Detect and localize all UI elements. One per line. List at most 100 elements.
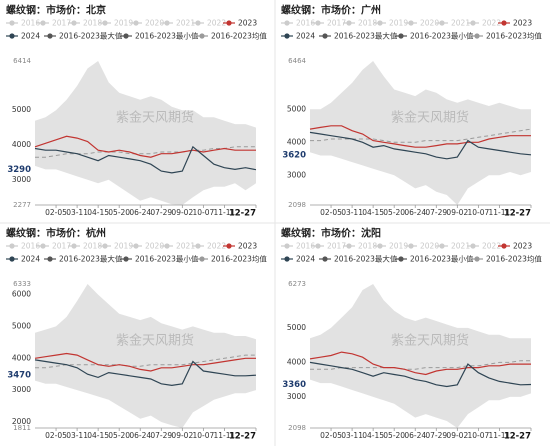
average-line bbox=[310, 360, 531, 370]
legend-marker bbox=[377, 20, 383, 26]
legend-marker bbox=[226, 20, 232, 26]
x-tick-label: 03-11 bbox=[66, 431, 88, 440]
x-tick-label: 12-27 bbox=[229, 432, 256, 442]
x-tick-label: 10-07 bbox=[467, 431, 489, 440]
x-tick-label: 04-15 bbox=[87, 208, 109, 217]
y-tick-label: 3000 bbox=[287, 392, 306, 401]
legend-label: 2017 bbox=[52, 19, 71, 28]
band-min bbox=[310, 379, 531, 428]
legend-marker bbox=[164, 243, 170, 249]
series-line bbox=[309, 351, 531, 376]
legend-label: 2016 bbox=[21, 19, 40, 28]
legend-marker bbox=[322, 256, 328, 262]
series-line bbox=[309, 125, 531, 148]
legend-label: 2016 bbox=[21, 242, 40, 251]
legend-marker bbox=[474, 33, 480, 39]
legend-label: 2018 bbox=[83, 242, 102, 251]
x-tick-label: 02-05 bbox=[320, 208, 342, 217]
legend-marker bbox=[9, 243, 15, 249]
legend-marker bbox=[199, 256, 205, 262]
legend-label: 2021 bbox=[451, 242, 470, 251]
legend-label: 2017 bbox=[52, 242, 71, 251]
band-max bbox=[35, 61, 256, 205]
legend-marker bbox=[398, 33, 404, 39]
legend-label: 2019 bbox=[389, 19, 408, 28]
legend-label: 2021 bbox=[451, 19, 470, 28]
y-tick-label: 2098 bbox=[288, 201, 306, 209]
legend-label: 2021 bbox=[176, 242, 195, 251]
legend-marker bbox=[284, 20, 290, 26]
x-tick-label: 02-05 bbox=[320, 431, 342, 440]
legend-marker bbox=[470, 20, 476, 26]
watermark: 紫金天风期货 bbox=[391, 110, 469, 126]
legend-marker bbox=[346, 20, 352, 26]
chart-panel: 螺纹钢：市场价：杭州 2016 2017 2018 2019 2020 2021 2022 20… bbox=[6, 227, 267, 442]
x-tick-label: 07-29 bbox=[425, 208, 447, 217]
legend-label: 2022 bbox=[482, 19, 501, 28]
legend-label: 2023 bbox=[513, 242, 532, 251]
y-tick-label: 4000 bbox=[287, 137, 306, 146]
legend-marker bbox=[71, 243, 77, 249]
watermark: 紫金天风期货 bbox=[116, 333, 194, 349]
average-line bbox=[35, 146, 256, 158]
legend-marker bbox=[47, 256, 53, 262]
x-tick-label: 07-29 bbox=[150, 208, 172, 217]
y-tick-label: 6414 bbox=[13, 57, 31, 65]
band-min bbox=[310, 152, 531, 205]
x-tick-label: 07-29 bbox=[425, 431, 447, 440]
legend-marker bbox=[71, 20, 77, 26]
legend-marker bbox=[40, 20, 46, 26]
legend-marker bbox=[470, 243, 476, 249]
legend-marker bbox=[439, 20, 445, 26]
x-tick-label: 10-07 bbox=[192, 431, 214, 440]
legend-marker bbox=[9, 20, 15, 26]
y-tick-label: 4000 bbox=[12, 353, 31, 362]
y-tick-label: 3000 bbox=[287, 170, 306, 179]
x-tick-label: 09-02 bbox=[446, 431, 468, 440]
y-tick-label: 6273 bbox=[288, 280, 306, 288]
legend-label: 2020 bbox=[145, 19, 164, 28]
legend-marker bbox=[102, 243, 108, 249]
legend-marker bbox=[398, 256, 404, 262]
legend-label: 2022 bbox=[207, 19, 226, 28]
legend-marker bbox=[40, 243, 46, 249]
legend-marker bbox=[501, 243, 507, 249]
legend-marker bbox=[226, 243, 232, 249]
y-tick-label: 3000 bbox=[12, 385, 31, 394]
legend-marker bbox=[199, 33, 205, 39]
legend-marker bbox=[195, 20, 201, 26]
legend-marker bbox=[9, 256, 15, 262]
legend-marker bbox=[133, 243, 139, 249]
legend-marker bbox=[284, 256, 290, 262]
legend-marker bbox=[439, 243, 445, 249]
legend-label: 2023 bbox=[513, 19, 532, 28]
y-tick-label: 5000 bbox=[287, 323, 306, 332]
legend-label: 2019 bbox=[389, 242, 408, 251]
y-tick-label: 5000 bbox=[12, 321, 31, 330]
legend-marker bbox=[315, 20, 321, 26]
x-tick-label: 05-20 bbox=[108, 208, 130, 217]
legend-marker bbox=[377, 243, 383, 249]
y-tick-label: 2098 bbox=[288, 424, 306, 432]
x-tick-label: 04-15 bbox=[87, 431, 109, 440]
series-line bbox=[309, 361, 532, 388]
x-tick-label: 03-11 bbox=[341, 431, 363, 440]
legend-label: 2018 bbox=[83, 19, 102, 28]
legend-label: 2024 bbox=[21, 32, 40, 41]
legend-label: 2022 bbox=[482, 242, 501, 251]
x-tick-label: 12-27 bbox=[504, 209, 531, 219]
legend-label: 2019 bbox=[114, 242, 133, 251]
legend-label: 2016-2023均值 bbox=[486, 31, 542, 41]
legend-marker bbox=[47, 33, 53, 39]
x-tick-label: 06-24 bbox=[129, 208, 151, 217]
chart-title: 螺纹钢：市场价：杭州 bbox=[6, 227, 106, 240]
legend-label: 2016-2023最小值 bbox=[135, 31, 199, 41]
legend-label: 2018 bbox=[358, 19, 377, 28]
legend-label: 2016-2023最大值 bbox=[334, 31, 398, 41]
x-tick-label: 11-11 bbox=[489, 208, 511, 217]
y-tick-label: 5000 bbox=[12, 105, 31, 114]
y-tick-label: 4000 bbox=[12, 140, 31, 149]
legend-marker bbox=[164, 20, 170, 26]
legend-marker bbox=[102, 20, 108, 26]
